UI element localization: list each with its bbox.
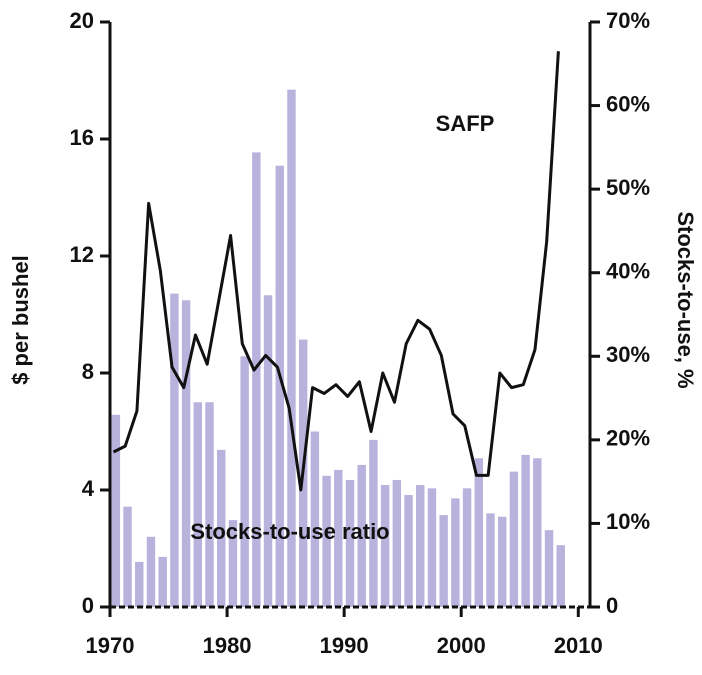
y2-axis-label: Stocks-to-use, % xyxy=(673,211,698,388)
bar xyxy=(474,458,483,607)
bar xyxy=(497,516,507,607)
y2-tick-label: 0 xyxy=(606,593,618,618)
bar xyxy=(451,498,460,607)
y-tick-label: 0 xyxy=(82,593,94,618)
bar xyxy=(322,475,331,607)
bar xyxy=(369,439,378,607)
y-tick-label: 4 xyxy=(82,476,95,501)
bar xyxy=(556,545,565,607)
y2-tick-label: 20% xyxy=(606,426,650,451)
bar xyxy=(416,484,425,607)
bar xyxy=(392,479,402,607)
y-tick-label: 12 xyxy=(70,242,94,267)
y2-tick-label: 30% xyxy=(606,342,650,367)
bar xyxy=(310,431,320,607)
x-tick-label: 1970 xyxy=(86,633,135,658)
bar xyxy=(111,414,121,607)
bar xyxy=(158,556,167,607)
bar xyxy=(462,488,472,607)
bar xyxy=(287,89,296,607)
bar xyxy=(427,488,437,607)
bar xyxy=(404,495,413,607)
y-tick-label: 8 xyxy=(82,359,94,384)
bar xyxy=(228,520,238,607)
bar xyxy=(544,530,554,607)
x-tick-label: 2010 xyxy=(554,633,603,658)
bar xyxy=(509,471,519,607)
bar xyxy=(439,515,448,607)
x-tick-label: 2000 xyxy=(437,633,486,658)
y-tick-label: 16 xyxy=(70,125,94,150)
bar xyxy=(275,165,284,607)
y-axis-label: $ per bushel xyxy=(8,255,33,385)
y-tick-label: 20 xyxy=(70,8,94,33)
y2-tick-label: 40% xyxy=(606,259,650,284)
bar xyxy=(521,454,530,607)
bar xyxy=(123,506,132,607)
bar xyxy=(170,293,179,607)
bar xyxy=(240,356,249,607)
bar xyxy=(135,561,144,607)
bar xyxy=(380,484,390,607)
y2-tick-label: 70% xyxy=(606,8,650,33)
line xyxy=(112,51,560,492)
bar xyxy=(486,513,495,607)
y2-tick-label: 50% xyxy=(606,175,650,200)
x-tick-label: 1980 xyxy=(203,633,252,658)
bar xyxy=(345,479,355,607)
bar xyxy=(205,402,214,607)
bar xyxy=(193,402,203,607)
y2-tick-label: 10% xyxy=(606,509,650,534)
line-annotation: SAFP xyxy=(436,111,495,136)
bar xyxy=(263,295,273,607)
bar xyxy=(334,469,343,607)
x-tick-label: 1990 xyxy=(320,633,369,658)
bar xyxy=(533,458,542,607)
bar-annotation: Stocks-to-use ratio xyxy=(190,519,389,544)
bar xyxy=(252,152,261,607)
bar xyxy=(357,464,366,607)
bar xyxy=(217,449,226,607)
bar xyxy=(146,536,156,607)
y2-tick-label: 60% xyxy=(606,91,650,116)
bar xyxy=(181,300,191,607)
